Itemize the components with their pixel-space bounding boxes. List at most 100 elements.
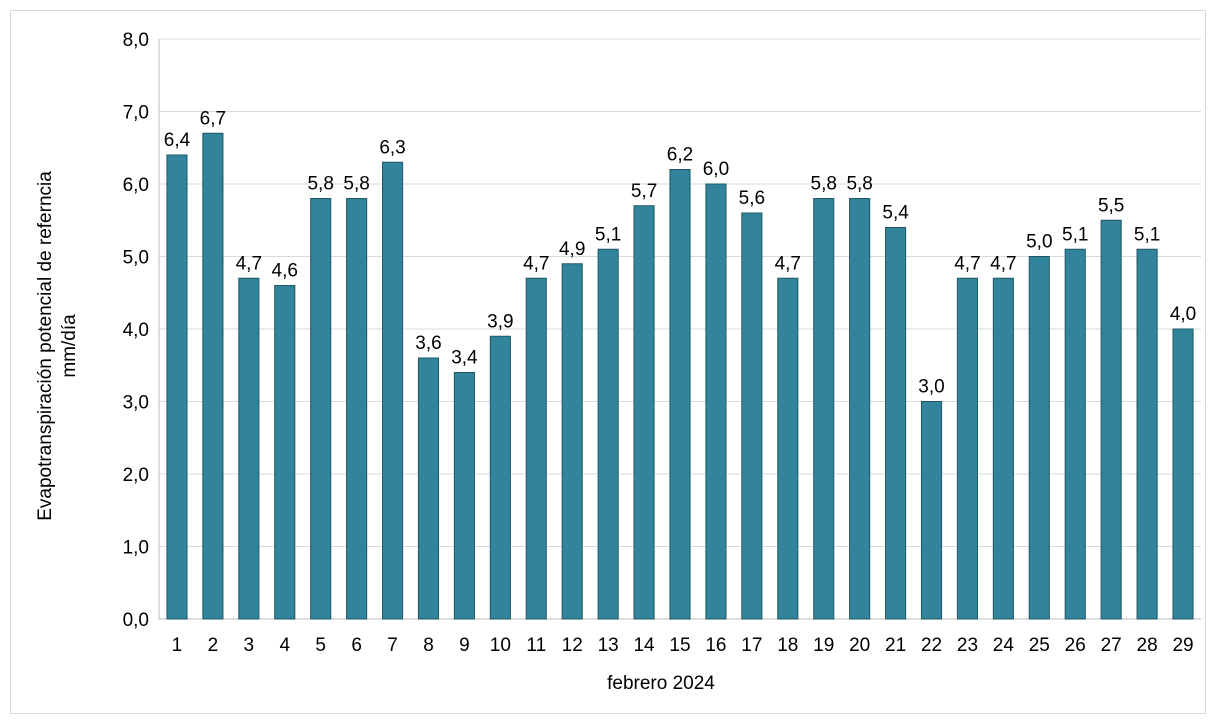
y-tick-label: 3,0 <box>123 393 149 414</box>
x-tick-label: 18 <box>777 635 798 656</box>
data-label: 4,7 <box>523 253 549 274</box>
bar <box>920 401 943 620</box>
x-tick-label: 29 <box>1172 635 1193 656</box>
data-label: 5,1 <box>1134 224 1160 245</box>
data-label: 4,6 <box>272 261 298 282</box>
x-tick-label: 3 <box>244 635 255 656</box>
y-tick-label: 2,0 <box>123 465 149 486</box>
data-label: 5,7 <box>631 181 657 202</box>
x-tick-label: 24 <box>993 635 1015 656</box>
chart-frame: 6,4 6,7 4,7 4,6 5,8 5,8 6,3 3,6 3,4 3,9 4,7 4,9 5,1 5… <box>10 10 1206 714</box>
x-tick-label: 8 <box>423 635 434 656</box>
x-tick-label: 20 <box>849 635 870 656</box>
data-label: 5,6 <box>739 188 765 209</box>
bar <box>956 277 979 620</box>
bar <box>885 227 907 620</box>
x-tick-label: 4 <box>279 635 290 656</box>
bar <box>813 198 835 620</box>
y-axis-title: Evapotranspiración potencial de refernci… <box>35 171 80 521</box>
y-tick-label: 7,0 <box>123 103 149 124</box>
data-label: 5,1 <box>595 224 621 245</box>
bar <box>1064 248 1086 620</box>
y-tick-label: 4,0 <box>123 320 149 341</box>
y-tick-labels: 0,0 1,0 2,0 3,0 4,0 5,0 6,0 7,0 8,0 <box>123 30 149 631</box>
x-tick-label: 10 <box>490 635 511 656</box>
data-label: 6,2 <box>667 145 693 166</box>
bar <box>274 285 296 620</box>
x-tick-label: 13 <box>598 635 619 656</box>
data-label: 3,4 <box>451 348 478 369</box>
bar <box>238 277 260 620</box>
x-tick-label: 22 <box>921 635 942 656</box>
x-tick-label: 2 <box>208 635 219 656</box>
y-tick-label: 1,0 <box>123 538 149 559</box>
x-tick-label: 6 <box>351 635 362 656</box>
bar <box>381 161 404 620</box>
x-tick-labels: 1 2 3 4 5 6 7 8 9 10 11 12 13 14 15 16 17 18 19 20 21 22 23 24 2… <box>172 635 1194 656</box>
bar <box>346 198 368 620</box>
data-label: 5,8 <box>307 174 333 195</box>
bar <box>705 183 727 620</box>
bar <box>777 277 799 620</box>
bar <box>561 263 583 620</box>
y-axis-title-line-2: mm/día <box>59 314 80 378</box>
data-label: 6,3 <box>379 137 405 158</box>
bar <box>741 212 763 620</box>
data-label: 4,7 <box>236 253 262 274</box>
bar <box>202 132 224 620</box>
x-tick-label: 21 <box>885 635 906 656</box>
bar <box>453 372 475 620</box>
data-label: 6,0 <box>703 159 729 180</box>
y-tick-label: 0,0 <box>123 610 149 631</box>
bar <box>166 154 188 620</box>
x-tick-label: 23 <box>957 635 978 656</box>
bar <box>1136 248 1158 620</box>
x-tick-label: 19 <box>813 635 834 656</box>
data-label: 5,8 <box>846 174 872 195</box>
data-label: 5,8 <box>811 174 837 195</box>
x-tick-label: 1 <box>172 635 183 656</box>
x-tick-label: 12 <box>562 635 583 656</box>
x-tick-label: 14 <box>633 635 655 656</box>
y-tick-label: 6,0 <box>123 175 149 196</box>
data-label: 4,7 <box>954 253 980 274</box>
x-tick-label: 9 <box>459 635 470 656</box>
y-tick-label: 8,0 <box>123 30 149 51</box>
y-tick-label: 5,0 <box>123 248 149 269</box>
bar <box>633 205 655 620</box>
bar <box>1028 256 1050 620</box>
bar <box>992 277 1014 620</box>
bars <box>166 132 1194 620</box>
y-axis-title-line-1: Evapotranspiración potencial de refernci… <box>35 171 56 521</box>
x-tick-label: 7 <box>387 635 398 656</box>
data-label: 4,7 <box>990 253 1016 274</box>
data-label: 4,7 <box>775 253 801 274</box>
data-label: 6,7 <box>200 108 226 129</box>
bar <box>597 248 619 620</box>
data-label: 4,0 <box>1170 304 1196 325</box>
bar <box>417 357 440 620</box>
data-labels: 6,4 6,7 4,7 4,6 5,8 5,8 6,3 3,6 3,4 3,9 4,7 4,9 5,1 5… <box>164 108 1196 397</box>
bar <box>1100 219 1122 620</box>
data-label: 5,5 <box>1098 195 1124 216</box>
bar-chart: 6,4 6,7 4,7 4,6 5,8 5,8 6,3 3,6 3,4 3,9 4,7 4,9 5,1 5… <box>35 30 1201 694</box>
x-tick-label: 11 <box>526 635 546 656</box>
bar <box>1172 328 1194 620</box>
x-tick-label: 26 <box>1065 635 1086 656</box>
x-axis-title: febrero 2024 <box>607 673 715 694</box>
x-tick-label: 15 <box>669 635 690 656</box>
data-label: 4,9 <box>559 239 585 260</box>
x-tick-label: 17 <box>741 635 762 656</box>
bar <box>525 277 547 620</box>
x-tick-label: 5 <box>315 635 326 656</box>
data-label: 5,0 <box>1026 232 1052 253</box>
data-label: 5,1 <box>1062 224 1088 245</box>
bar <box>310 198 332 620</box>
data-label: 6,4 <box>164 130 191 151</box>
bar <box>669 169 691 620</box>
data-label: 3,9 <box>487 311 513 332</box>
x-tick-label: 16 <box>705 635 726 656</box>
data-label: 3,0 <box>918 377 944 398</box>
data-label: 3,6 <box>415 333 441 354</box>
bar <box>489 335 511 620</box>
